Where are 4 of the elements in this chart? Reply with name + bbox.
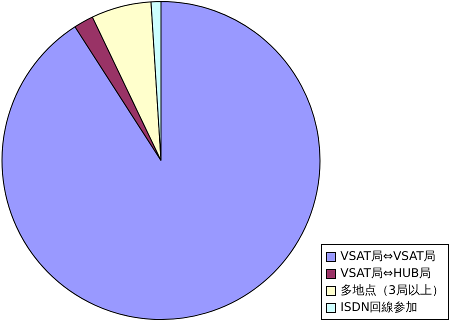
legend-label: ISDN回線参加: [340, 299, 418, 316]
legend-label: VSAT局⇔HUB局: [340, 265, 432, 282]
legend-label: VSAT局⇔VSAT局: [340, 248, 436, 265]
legend-label: 多地点（3局以上）: [340, 282, 444, 299]
